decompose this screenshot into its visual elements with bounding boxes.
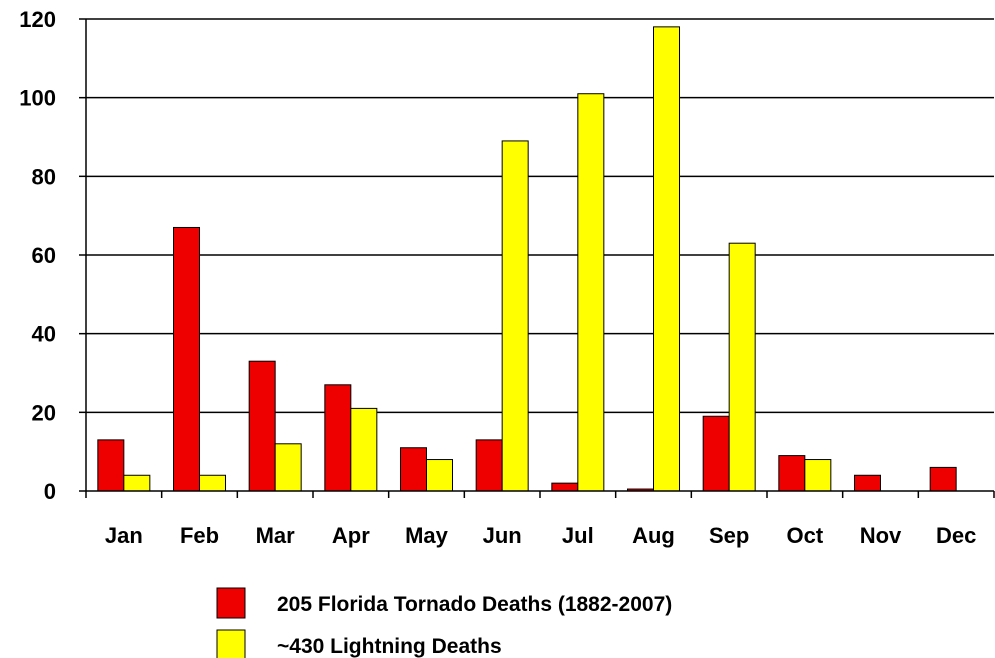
x-tick-label: Nov: [860, 523, 902, 548]
bar-lightning-feb: [199, 474, 226, 492]
y-tick-label: 120: [19, 7, 56, 32]
bar-lightning-mar: [274, 443, 302, 492]
x-tick-label: Jul: [562, 523, 594, 548]
bar-tornado-sep: [702, 415, 730, 492]
x-tick-label: Oct: [786, 523, 823, 548]
bar-lightning-sep: [728, 242, 756, 492]
y-tick-label: 0: [44, 479, 56, 504]
x-tick-label: Mar: [256, 523, 296, 548]
y-axis-ticks: 0 20 40 60 80 100 120: [19, 7, 56, 504]
x-tick-label: May: [405, 523, 449, 548]
bar-lightning-jul: [577, 93, 605, 492]
x-tick-label: Apr: [332, 523, 370, 548]
axes: [79, 18, 995, 498]
bar-tornado-jul: [551, 482, 579, 492]
x-tick-label: Feb: [180, 523, 219, 548]
legend: 205 Florida Tornado Deaths (1882-2007) ~4…: [216, 587, 672, 658]
legend-label: 205 Florida Tornado Deaths (1882-2007): [277, 593, 672, 616]
x-tick-label: Jan: [105, 523, 143, 548]
x-tick-label: Jun: [483, 523, 522, 548]
gridlines: [86, 18, 994, 414]
bar-tornado-mar: [248, 360, 276, 492]
bar-lightning-jan: [123, 474, 151, 492]
x-tick-label: Sep: [709, 523, 749, 548]
bar-tornado-oct: [778, 455, 806, 492]
bar-lightning-aug: [653, 26, 680, 492]
y-tick-label: 20: [32, 400, 56, 425]
x-tick-label: Dec: [936, 523, 976, 548]
bar-tornado-feb: [173, 226, 200, 492]
x-tick-label: Aug: [632, 523, 675, 548]
legend-swatch: [216, 587, 246, 619]
bar-lightning-oct: [804, 459, 832, 492]
y-tick-label: 80: [32, 164, 56, 189]
bar-tornado-apr: [324, 384, 352, 492]
bar-tornado-nov: [854, 474, 881, 492]
bar-lightning-apr: [350, 407, 378, 492]
legend-swatch: [216, 629, 246, 658]
x-axis-categories: Jan Feb Mar Apr May Jun Jul Aug Sep Oct Nov Dec: [105, 523, 976, 548]
y-tick-label: 60: [32, 243, 56, 268]
bar-lightning-jun: [501, 140, 529, 492]
bars: [97, 26, 957, 492]
bar-lightning-may: [426, 459, 453, 492]
y-tick-label: 40: [32, 322, 56, 347]
legend-label: ~430 Lightning Deaths: [277, 635, 502, 658]
y-tick-label: 100: [19, 86, 56, 111]
bar-tornado-jan: [97, 439, 125, 492]
bar-tornado-dec: [929, 466, 957, 492]
bar-tornado-may: [400, 447, 427, 492]
bar-tornado-jun: [475, 439, 503, 492]
